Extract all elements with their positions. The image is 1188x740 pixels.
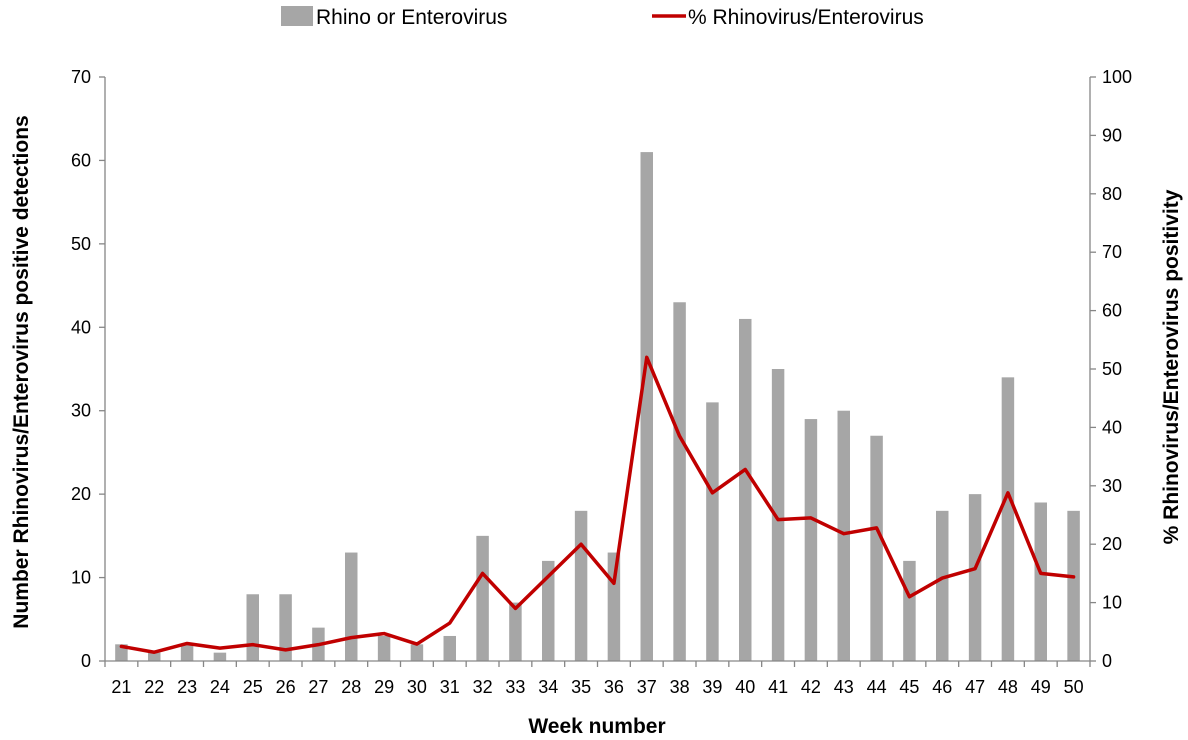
y-tick-label: 20	[71, 484, 91, 504]
bar	[1034, 502, 1047, 661]
legend-bar-swatch	[281, 6, 313, 26]
x-tick-label: 39	[702, 677, 722, 697]
x-tick-label: 50	[1064, 677, 1084, 697]
x-tick-label: 34	[538, 677, 558, 697]
x-tick-label: 21	[111, 677, 131, 697]
y-axis-ticks: 0 10 20 30 40 50 60 70	[71, 67, 105, 671]
x-tick-label: 33	[505, 677, 525, 697]
y2-tick-label: 80	[1102, 184, 1122, 204]
bar	[673, 302, 686, 661]
legend-bar-label: Rhino or Enterovirus	[316, 6, 507, 29]
x-tick-label: 40	[735, 677, 755, 697]
y2-tick-label: 40	[1102, 417, 1122, 437]
x-tick-label: 36	[604, 677, 624, 697]
y2-tick-label: 90	[1102, 125, 1122, 145]
series-line	[119, 355, 1076, 654]
bar	[345, 552, 358, 661]
x-tick-label: 24	[210, 677, 230, 697]
y-tick-label: 40	[71, 317, 91, 337]
x-tick-label: 32	[473, 677, 493, 697]
x-tick-label: 48	[998, 677, 1018, 697]
bar	[771, 369, 785, 661]
bar	[739, 318, 752, 661]
y2-tick-label: 60	[1102, 301, 1122, 321]
bar	[936, 510, 949, 661]
x-tick-label: 23	[177, 677, 197, 697]
x-tick-label: 37	[637, 677, 657, 697]
y2-tick-label: 30	[1102, 476, 1122, 496]
bar	[903, 560, 916, 661]
x-tick-label: 49	[1031, 677, 1051, 697]
bar	[180, 644, 194, 661]
x-tick-label: 42	[801, 677, 821, 697]
y2-tick-label: 70	[1102, 242, 1122, 262]
bar	[377, 635, 391, 661]
x-tick-label: 26	[276, 677, 296, 697]
y2-tick-label: 20	[1102, 534, 1122, 554]
y2-axis-ticks: 0 10 20 30 40 50 60 70 80 90 100	[1090, 67, 1132, 671]
bar	[443, 635, 456, 661]
x-axis-title: Week number	[528, 715, 665, 738]
bar	[246, 594, 259, 661]
x-tick-label: 31	[440, 677, 460, 697]
x-tick-label: 28	[341, 677, 361, 697]
bar	[968, 494, 982, 661]
bar	[870, 435, 883, 661]
bar	[148, 652, 161, 661]
bar	[476, 535, 489, 661]
bar	[279, 594, 292, 661]
x-tick-label: 45	[899, 677, 919, 697]
y-tick-label: 0	[81, 651, 91, 671]
y-tick-label: 50	[71, 234, 91, 254]
bar	[410, 644, 424, 661]
x-tick-label: 29	[374, 677, 394, 697]
x-tick-label: 27	[308, 677, 328, 697]
y-tick-label: 60	[71, 150, 91, 170]
line-series	[119, 355, 1076, 654]
bar	[804, 419, 818, 661]
bar	[837, 410, 850, 661]
y2-tick-label: 0	[1102, 651, 1112, 671]
x-tick-label: 30	[407, 677, 427, 697]
x-tick-label: 35	[571, 677, 591, 697]
x-tick-label: 41	[768, 677, 788, 697]
x-tick-label: 43	[834, 677, 854, 697]
bar-series	[115, 152, 1080, 661]
x-tick-label: 22	[144, 677, 164, 697]
y2-tick-label: 100	[1102, 67, 1132, 87]
bar	[574, 510, 588, 661]
x-axis-ticks: 21 22 23 24 25 26 27 28 29 30 31 32 33 34 35 36 37 38 39 40…	[104, 661, 1091, 697]
bar	[706, 402, 719, 661]
x-tick-label: 44	[867, 677, 887, 697]
bar	[607, 552, 621, 661]
x-tick-label: 25	[243, 677, 263, 697]
bar	[542, 560, 555, 661]
y-tick-label: 10	[71, 568, 91, 588]
y-axis-title: Number Rhinovirus/Enterovirus positive d…	[10, 115, 33, 628]
y2-tick-label: 10	[1102, 593, 1122, 613]
y2-axis-title: % Rhinovirus/Enterovirus positivity	[1160, 189, 1183, 544]
bar	[509, 602, 522, 661]
legend: Rhino or Enterovirus % Rhinovirus/Entero…	[281, 6, 924, 29]
bar	[640, 152, 653, 661]
legend-line-label: % Rhinovirus/Enterovirus	[688, 6, 924, 29]
y-tick-label: 30	[71, 401, 91, 421]
bar	[1001, 377, 1015, 661]
bar	[1067, 510, 1080, 661]
bar	[213, 652, 227, 661]
x-tick-label: 47	[965, 677, 985, 697]
y2-tick-label: 50	[1102, 359, 1122, 379]
x-tick-label: 38	[670, 677, 690, 697]
x-tick-label: 46	[932, 677, 952, 697]
y-tick-label: 70	[71, 67, 91, 87]
